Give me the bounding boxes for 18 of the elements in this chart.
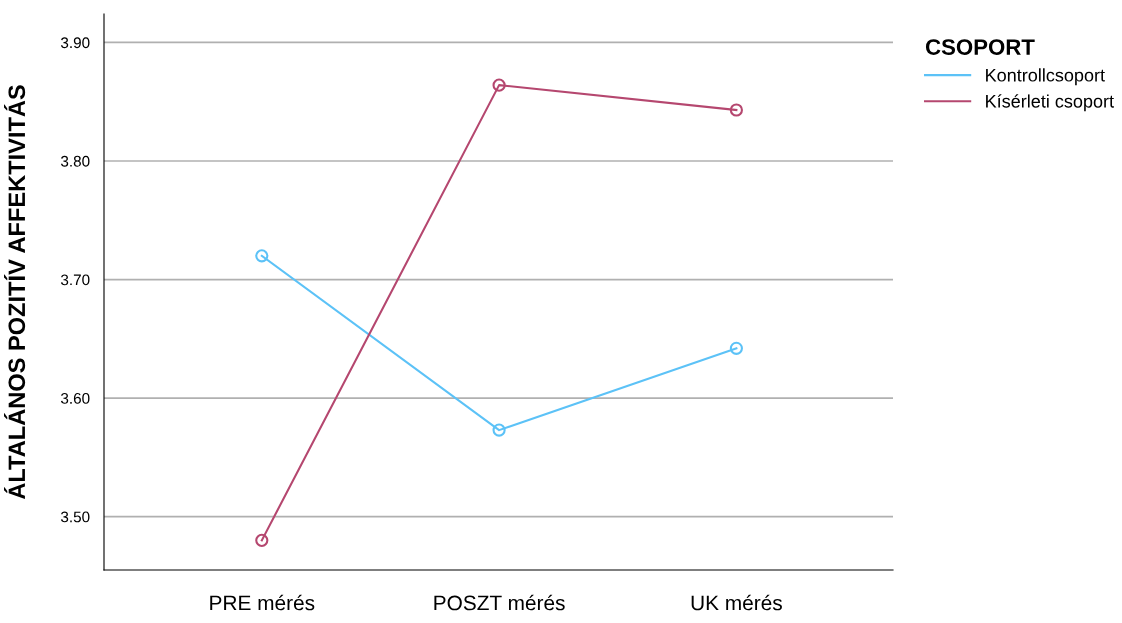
point — [492, 78, 506, 92]
x-tick-label: POSZT mérés — [434, 594, 565, 611]
y-tick-label: 3.90 — [60, 37, 90, 49]
legend-label: Kontrollcsoport — [986, 68, 1105, 86]
legend-title: CSOPORT — [925, 39, 1035, 55]
y-axis-title: ÁLTALÁNOS POZITÍV AFFEKTIVITÁS — [4, 85, 26, 500]
y-tick-label: 3.60 — [60, 392, 90, 404]
point — [255, 533, 269, 547]
point — [492, 423, 506, 437]
point — [729, 103, 743, 117]
point — [729, 341, 743, 355]
legend-label: Kísérleti csoport — [986, 94, 1114, 112]
y-tick-label: 3.50 — [60, 511, 90, 523]
x-tick-label: UK mérés — [691, 594, 782, 611]
point — [255, 249, 269, 263]
x-tick-label: PRE mérés — [210, 594, 315, 611]
y-tick-label: 3.80 — [60, 155, 90, 167]
y-tick-label: 3.70 — [60, 274, 90, 286]
